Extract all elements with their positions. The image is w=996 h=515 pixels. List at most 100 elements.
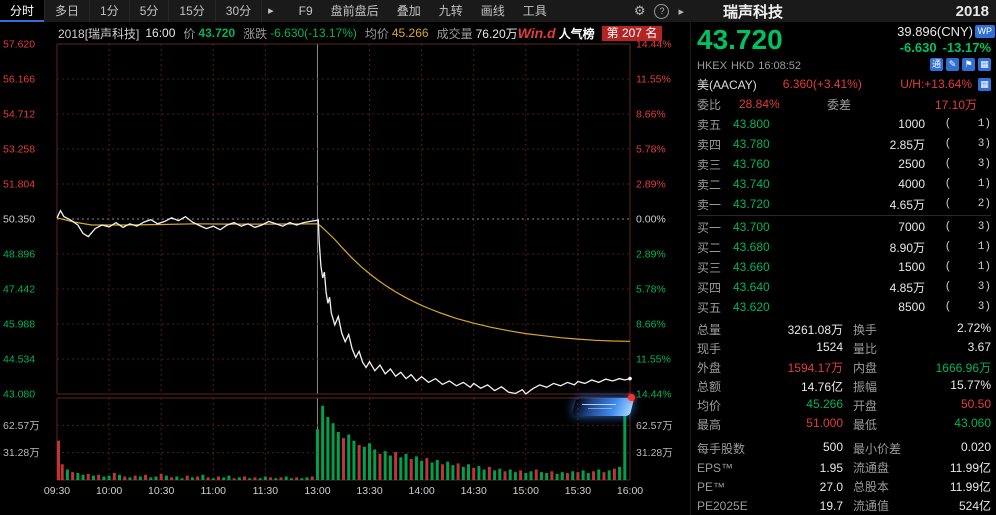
svg-text:47.442: 47.442 <box>3 284 35 296</box>
toolbar-menu: F9 盘前盘后 叠加 九转 画线 工具 <box>290 0 556 22</box>
tab-1min[interactable]: 1分 <box>90 0 130 22</box>
change-amount: -6.630 <box>899 40 937 55</box>
price-value: 43.720 <box>198 26 236 40</box>
price-block: 43.720 HKEX HKD 16:08:52 39.896(CNY) -6.63… <box>691 22 996 74</box>
wp-badge[interactable]: WP <box>974 25 995 38</box>
quote-panel: 瑞声科技 2018 43.720 HKEX HKD 16:08:52 39.896(… <box>690 0 996 515</box>
svg-text:13:30: 13:30 <box>356 485 382 497</box>
ob-orders: ( 2) <box>944 198 991 210</box>
quote-time: 16:08:52 <box>758 60 802 72</box>
timeline-chart[interactable]: 57.620 14.44% 56.166 11.55% 54.712 8.66% 53.25… <box>0 22 690 515</box>
menu-tools[interactable]: 工具 <box>522 4 547 18</box>
svg-text:13:00: 13:00 <box>304 485 330 497</box>
ask-row[interactable]: 卖五 43.800 1000 ( 1) <box>697 114 991 134</box>
ob-orders: ( 1) <box>944 118 991 130</box>
help-icon[interactable]: ? <box>654 3 670 19</box>
bid-row[interactable]: 买三 43.660 1500 ( 1) <box>697 257 991 277</box>
menu-f9[interactable]: F9 <box>298 4 313 18</box>
svg-text:2.89%: 2.89% <box>636 249 666 261</box>
menu-pre-post[interactable]: 盘前盘后 <box>330 4 379 18</box>
popularity-rank-badge[interactable]: 第 207 名 <box>601 25 663 41</box>
svg-text:5.78%: 5.78% <box>636 284 666 296</box>
stat-label: 振幅 <box>853 380 878 394</box>
apps-icon[interactable]: ▦ <box>978 58 991 71</box>
ob-volume: 4.85万 <box>889 280 925 295</box>
ask-row[interactable]: 卖二 43.740 4000 ( 1) <box>697 174 991 194</box>
stock-code: 2018 <box>955 2 989 20</box>
wind-logo: Win.d <box>517 25 556 41</box>
period-tabs: 分时 多日 1分 5分 15分 30分 <box>0 0 263 22</box>
tab-15min[interactable]: 15分 <box>169 0 216 22</box>
stat-label: 总量 <box>697 323 722 337</box>
stat-value: 3.67 <box>967 340 991 354</box>
cny-price: 39.896(CNY) <box>897 24 973 39</box>
ob-volume: 4000 <box>898 177 925 191</box>
tab-multiday[interactable]: 多日 <box>45 0 91 22</box>
ob-level-label: 买二 <box>697 240 722 255</box>
ask-row[interactable]: 卖三 43.760 2500 ( 3) <box>697 154 991 174</box>
stat-row: 均价 45.266 开盘 50.50 <box>697 396 991 415</box>
us-more-icon[interactable]: ▦ <box>978 77 991 91</box>
svg-text:14.44%: 14.44% <box>636 39 672 51</box>
gear-icon[interactable]: ⚙ <box>633 3 646 18</box>
svg-text:09:30: 09:30 <box>44 485 70 497</box>
info-code: 2018[瑞声科技] <box>58 26 140 41</box>
widget-streak <box>588 408 612 409</box>
alert-icon[interactable]: ⚑ <box>962 58 975 71</box>
bid-row[interactable]: 买五 43.620 8500 ( 3) <box>697 297 991 317</box>
ob-level-label: 买三 <box>697 260 722 275</box>
menu-draw-line[interactable]: 画线 <box>480 4 505 18</box>
stat-value: 0.020 <box>960 440 991 454</box>
bid-row[interactable]: 买四 43.640 4.85万 ( 3) <box>697 277 991 297</box>
ob-level-label: 卖四 <box>697 137 722 152</box>
stat-value: 27.0 <box>819 479 843 494</box>
us-adr-row: 美(AACAY) 6.360(+3.41%) U/H:+13.64% ▦ <box>691 74 996 94</box>
tab-timeline[interactable]: 分时 <box>0 0 46 22</box>
popularity-widget[interactable] <box>571 394 635 418</box>
tab-30min[interactable]: 30分 <box>216 0 263 22</box>
svg-text:8.66%: 8.66% <box>636 109 666 121</box>
edit-icon[interactable]: ✎ <box>946 58 959 71</box>
stat-row: EPS™ 1.95 流通盘 11.99亿 <box>697 458 991 477</box>
svg-text:2.89%: 2.89% <box>636 179 666 191</box>
menu-overlay[interactable]: 叠加 <box>396 4 421 18</box>
bid-row[interactable]: 买一 43.700 7000 ( 3) <box>697 217 991 237</box>
ob-level-label: 卖二 <box>697 177 722 192</box>
svg-text:48.896: 48.896 <box>3 249 35 261</box>
chart-info-bar: 2018[瑞声科技] 16:00 价 43.720 涨跌 -6.630(-13.… <box>58 25 684 41</box>
svg-text:5.78%: 5.78% <box>636 144 666 156</box>
stat-value: 1666.96万 <box>935 361 991 375</box>
tabs-more-icon[interactable]: ▸ <box>268 5 274 17</box>
ob-orders: ( 3) <box>944 138 991 150</box>
stat-value: 3261.08万 <box>787 323 843 337</box>
wind-rank-group: Win.d 人气榜 第 207 名 <box>518 25 663 42</box>
svg-text:11.55%: 11.55% <box>636 74 671 86</box>
ob-volume: 2500 <box>898 157 925 171</box>
weicha-value: 17.10万 <box>934 97 977 112</box>
ob-level-label: 买一 <box>697 220 722 235</box>
svg-text:31.28万: 31.28万 <box>636 447 673 459</box>
menu-nine-turn[interactable]: 九转 <box>438 4 463 18</box>
change-percent: -13.17% <box>942 40 991 55</box>
volume-label: 成交量 <box>436 26 473 41</box>
ob-orders: ( 3) <box>944 221 991 233</box>
stat-value: 1594.17万 <box>787 361 843 375</box>
stat-label: 现手 <box>697 342 722 356</box>
ob-orders: ( 1) <box>944 241 991 253</box>
stat-value: 43.060 <box>954 416 991 430</box>
ob-volume: 1500 <box>898 260 925 274</box>
ask-row[interactable]: 卖一 43.720 4.65万 ( 2) <box>697 194 991 214</box>
change-value: -6.630(-13.17%) <box>270 26 357 40</box>
ob-volume: 4.65万 <box>889 197 925 212</box>
tab-5min[interactable]: 5分 <box>130 0 170 22</box>
bid-row[interactable]: 买二 43.680 8.90万 ( 1) <box>697 237 991 257</box>
us-adr-label: 美(AACAY) <box>697 77 757 92</box>
chevron-right-icon[interactable]: ▸ <box>678 5 684 18</box>
weibi-value: 28.84% <box>739 97 780 111</box>
stat-value: 2.72% <box>956 321 991 335</box>
tong-badge[interactable]: 通 <box>930 58 943 71</box>
price-label: 价 <box>183 26 196 41</box>
ask-row[interactable]: 卖四 43.780 2.85万 ( 3) <box>697 134 991 154</box>
exchange-name: HKEX <box>697 60 727 72</box>
